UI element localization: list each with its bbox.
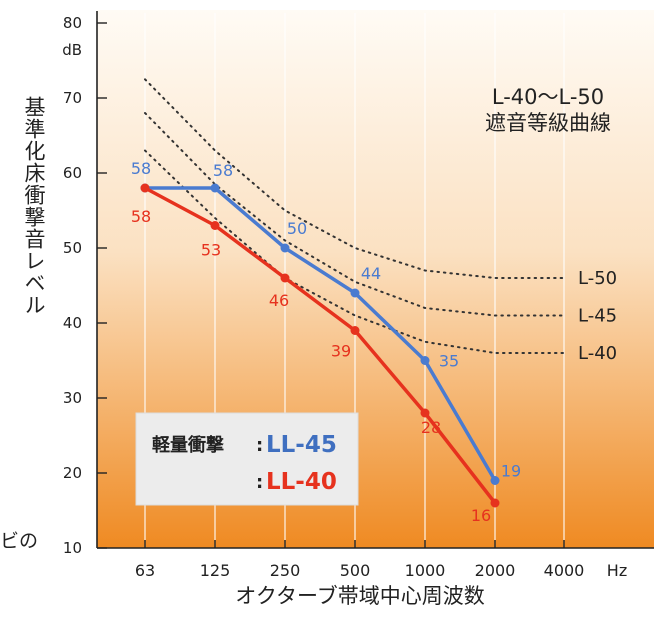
margin-text: ビの bbox=[0, 530, 38, 552]
reference-curve-L-40 bbox=[144, 149, 565, 354]
y-axis-label: 基準化床衝撃音レベル bbox=[22, 96, 46, 316]
y-axis-unit: dB bbox=[62, 41, 82, 59]
data-label-LL-40-125: 53 bbox=[201, 241, 221, 260]
data-label-LL-45-63: 58 bbox=[131, 159, 151, 178]
series-point-LL-45-125 bbox=[210, 183, 220, 193]
series-point-LL-40-500 bbox=[350, 326, 360, 335]
chart-title: L-40〜L-50 bbox=[492, 85, 604, 109]
series-point-LL-45-1000 bbox=[420, 356, 430, 365]
y-tick-label-40: 40 bbox=[63, 314, 82, 332]
y-tick-label-70: 70 bbox=[63, 89, 82, 107]
y-tick-label-10: 10 bbox=[63, 539, 82, 557]
legend-colon-2: : bbox=[256, 472, 263, 493]
series-point-LL-40-250 bbox=[280, 273, 290, 283]
data-label-LL-40-1000: 28 bbox=[421, 418, 441, 437]
x-tick-label-500: 500 bbox=[340, 561, 371, 580]
data-label-LL-45-125: 58 bbox=[213, 161, 233, 180]
data-label-LL-40-250: 46 bbox=[269, 291, 289, 310]
data-label-LL-45-500: 44 bbox=[361, 264, 381, 283]
data-label-LL-40-2000: 16 bbox=[471, 506, 491, 525]
y-tick-label-60: 60 bbox=[63, 164, 82, 182]
legend-box bbox=[135, 412, 359, 506]
data-label-LL-40-500: 39 bbox=[331, 342, 351, 361]
series-lines bbox=[140, 183, 500, 508]
y-tick-label-50: 50 bbox=[63, 239, 82, 257]
series-point-LL-45-2000 bbox=[490, 476, 500, 485]
chart-subtitle: 遮音等級曲線 bbox=[485, 111, 611, 135]
y-tick-label-30: 30 bbox=[63, 389, 82, 407]
data-label-LL-40-63: 58 bbox=[131, 207, 151, 226]
reference-label-L-45: L-45 bbox=[578, 306, 617, 327]
legend: 軽量衝撃 : LL-45 : LL-40 bbox=[135, 412, 359, 506]
legend-entry-ll45: LL-45 bbox=[266, 432, 337, 458]
x-tick-label-2000: 2000 bbox=[475, 561, 516, 580]
reference-curve-L-50 bbox=[144, 78, 565, 279]
x-tick-label-63: 63 bbox=[135, 561, 155, 580]
series-point-LL-40-63 bbox=[140, 183, 150, 193]
data-label-LL-45-1000: 35 bbox=[439, 352, 459, 371]
data-labels: 58 58 50 44 35 19 58 53 46 39 28 16 bbox=[131, 159, 521, 525]
x-tick-label-1000: 1000 bbox=[405, 561, 446, 580]
series-line-LL-45 bbox=[145, 186, 497, 482]
x-tick-label-250: 250 bbox=[270, 561, 301, 580]
series-point-LL-40-2000 bbox=[490, 498, 500, 508]
x-tick-label-4000: 4000 bbox=[544, 561, 585, 580]
x-axis-unit: Hz bbox=[607, 561, 627, 580]
axes: 10 20 30 40 50 60 70 80 63 125 250 500 1000 2000 4000 bbox=[63, 11, 654, 580]
series-point-LL-40-125 bbox=[210, 221, 220, 230]
legend-entry-ll40: LL-40 bbox=[266, 469, 337, 495]
reference-label-L-50: L-50 bbox=[578, 268, 617, 289]
legend-colon-1: : bbox=[256, 435, 263, 456]
x-tick-label-125: 125 bbox=[200, 561, 231, 580]
series-point-LL-45-250 bbox=[280, 243, 290, 253]
series-point-LL-45-500 bbox=[350, 288, 360, 298]
x-axis-label: オクターブ帯域中心周波数 bbox=[235, 584, 484, 608]
legend-heading: 軽量衝撃 bbox=[152, 434, 224, 456]
series-point-LL-40-1000 bbox=[420, 408, 430, 418]
reference-label-L-40: L-40 bbox=[578, 343, 617, 364]
y-tick-label-20: 20 bbox=[63, 464, 82, 482]
data-label-LL-45-2000: 19 bbox=[501, 462, 521, 481]
y-tick-label-80: 80 bbox=[63, 14, 82, 32]
data-label-LL-45-250: 50 bbox=[287, 219, 307, 238]
series-line-LL-40 bbox=[144, 186, 497, 505]
